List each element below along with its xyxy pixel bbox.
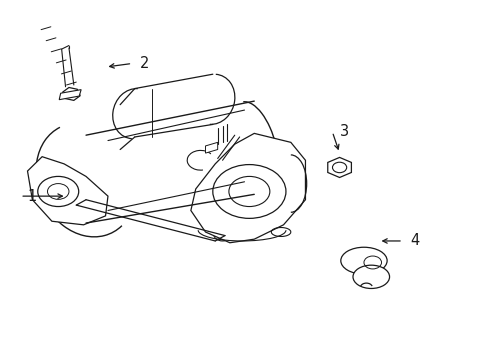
Polygon shape [327, 157, 351, 177]
Polygon shape [205, 142, 217, 153]
Polygon shape [190, 134, 305, 243]
Text: 3: 3 [339, 124, 348, 139]
Polygon shape [27, 157, 108, 225]
Text: 2: 2 [140, 56, 149, 71]
Ellipse shape [352, 265, 389, 288]
Ellipse shape [340, 247, 386, 274]
Polygon shape [62, 87, 80, 100]
Text: 4: 4 [409, 234, 419, 248]
Polygon shape [59, 90, 81, 100]
Text: 1: 1 [27, 189, 37, 204]
